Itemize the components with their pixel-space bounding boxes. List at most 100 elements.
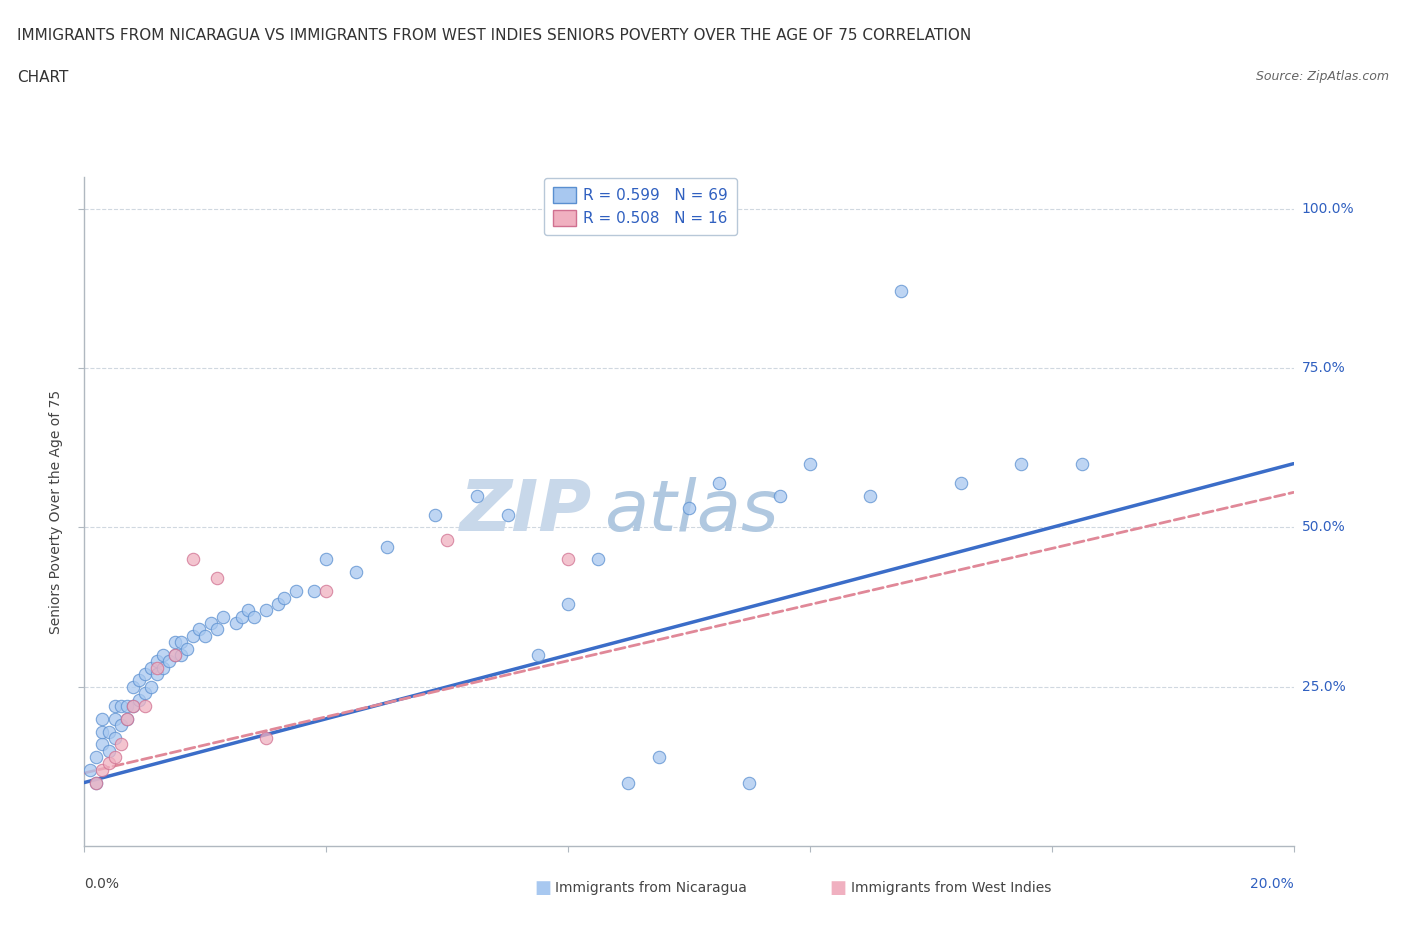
Point [176, 641, 198, 656]
Text: IMMIGRANTS FROM NICARAGUA VS IMMIGRANTS FROM WEST INDIES SENIORS POVERTY OVER TH: IMMIGRANTS FROM NICARAGUA VS IMMIGRANTS … [17, 28, 972, 43]
Point [128, 673, 150, 688]
Point [1010, 457, 1032, 472]
Point [121, 680, 143, 695]
Point [152, 660, 174, 675]
Text: 20.0%: 20.0% [1250, 877, 1294, 891]
Point [152, 647, 174, 662]
Point [254, 730, 277, 745]
Point [86, 775, 108, 790]
Point [799, 457, 821, 472]
Point [121, 698, 143, 713]
Point [134, 685, 156, 700]
Point [170, 635, 193, 650]
Y-axis label: Seniors Poverty Over the Age of 75: Seniors Poverty Over the Age of 75 [49, 390, 63, 633]
Text: atlas: atlas [605, 477, 779, 546]
Point [315, 551, 337, 566]
Point [242, 609, 264, 624]
Point [231, 609, 253, 624]
Text: ZIP: ZIP [460, 477, 592, 546]
Point [115, 698, 138, 713]
Text: Source: ZipAtlas.com: Source: ZipAtlas.com [1256, 70, 1389, 83]
Point [647, 750, 671, 764]
Point [91, 724, 114, 739]
Point [163, 647, 186, 662]
Point [557, 551, 579, 566]
Point [170, 647, 193, 662]
Point [709, 475, 731, 490]
Point [738, 775, 761, 790]
Point [115, 711, 138, 726]
Text: 75.0%: 75.0% [1302, 361, 1346, 375]
Point [496, 507, 519, 522]
Point [104, 730, 127, 745]
Point [284, 584, 308, 599]
Point [91, 711, 114, 726]
Point [436, 533, 458, 548]
Point [200, 616, 222, 631]
Point [163, 647, 186, 662]
Point [273, 591, 295, 605]
Point [267, 596, 290, 611]
Point [181, 551, 204, 566]
Text: 0.0%: 0.0% [84, 877, 120, 891]
Legend: R = 0.599   N = 69, R = 0.508   N = 16: R = 0.599 N = 69, R = 0.508 N = 16 [544, 178, 737, 235]
Point [110, 698, 132, 713]
Point [97, 743, 120, 758]
Text: Immigrants from Nicaragua: Immigrants from Nicaragua [555, 881, 747, 896]
Point [104, 711, 127, 726]
Point [86, 750, 108, 764]
Text: Immigrants from West Indies: Immigrants from West Indies [851, 881, 1052, 896]
Point [91, 737, 114, 751]
Point [121, 698, 143, 713]
Point [557, 596, 579, 611]
Point [225, 616, 247, 631]
Point [157, 654, 180, 669]
Point [212, 609, 235, 624]
Point [467, 488, 489, 503]
Point [139, 680, 162, 695]
Point [110, 737, 132, 751]
Point [617, 775, 640, 790]
Point [1071, 457, 1094, 472]
Point [146, 667, 169, 682]
Point [110, 718, 132, 733]
Point [86, 775, 108, 790]
Text: ■: ■ [830, 879, 846, 897]
Point [302, 584, 325, 599]
Point [115, 711, 138, 726]
Text: 50.0%: 50.0% [1302, 521, 1346, 535]
Point [91, 763, 114, 777]
Text: CHART: CHART [17, 70, 69, 85]
Point [97, 756, 120, 771]
Point [375, 539, 398, 554]
Point [146, 660, 169, 675]
Point [678, 501, 700, 516]
Point [588, 551, 610, 566]
Point [79, 763, 101, 777]
Point [188, 622, 211, 637]
Point [194, 629, 217, 644]
Point [890, 284, 912, 299]
Point [859, 488, 882, 503]
Text: 100.0%: 100.0% [1302, 202, 1354, 216]
Point [139, 660, 162, 675]
Point [254, 603, 277, 618]
Text: ■: ■ [534, 879, 551, 897]
Point [134, 667, 156, 682]
Text: 25.0%: 25.0% [1302, 680, 1346, 694]
Point [950, 475, 973, 490]
Point [346, 565, 368, 579]
Point [97, 724, 120, 739]
Point [207, 622, 229, 637]
Point [146, 654, 169, 669]
Point [315, 584, 337, 599]
Point [526, 647, 548, 662]
Point [236, 603, 259, 618]
Point [163, 635, 186, 650]
Point [134, 698, 156, 713]
Point [207, 571, 229, 586]
Point [104, 698, 127, 713]
Point [423, 507, 446, 522]
Point [104, 750, 127, 764]
Point [769, 488, 792, 503]
